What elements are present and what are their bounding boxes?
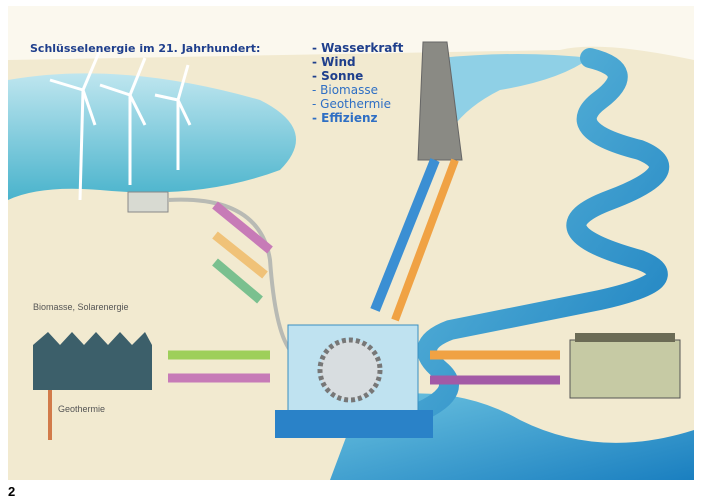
substation	[128, 192, 168, 212]
turbine-wheel	[320, 340, 380, 400]
power-plant-label-box	[275, 410, 433, 438]
figure-number: 2	[8, 484, 15, 499]
list-item: - Wasserkraft	[312, 41, 404, 55]
page: Schlüsselenergie im 21. Jahrhundert: - W…	[0, 0, 702, 503]
right-building	[570, 340, 680, 398]
title: Schlüsselenergie im 21. Jahrhundert:	[30, 42, 260, 55]
list-item: - Effizienz	[312, 111, 378, 125]
list-item: - Geothermie	[312, 97, 391, 111]
diagram: Schlüsselenergie im 21. Jahrhundert: - W…	[0, 0, 702, 503]
building-label: Biomasse, Solarenergie	[33, 302, 129, 312]
geothermal-label: Geothermie	[58, 404, 105, 414]
right-building-roof	[575, 333, 675, 342]
list-item: - Sonne	[312, 69, 363, 83]
list-item: - Wind	[312, 55, 356, 69]
list-item: - Biomasse	[312, 83, 378, 97]
